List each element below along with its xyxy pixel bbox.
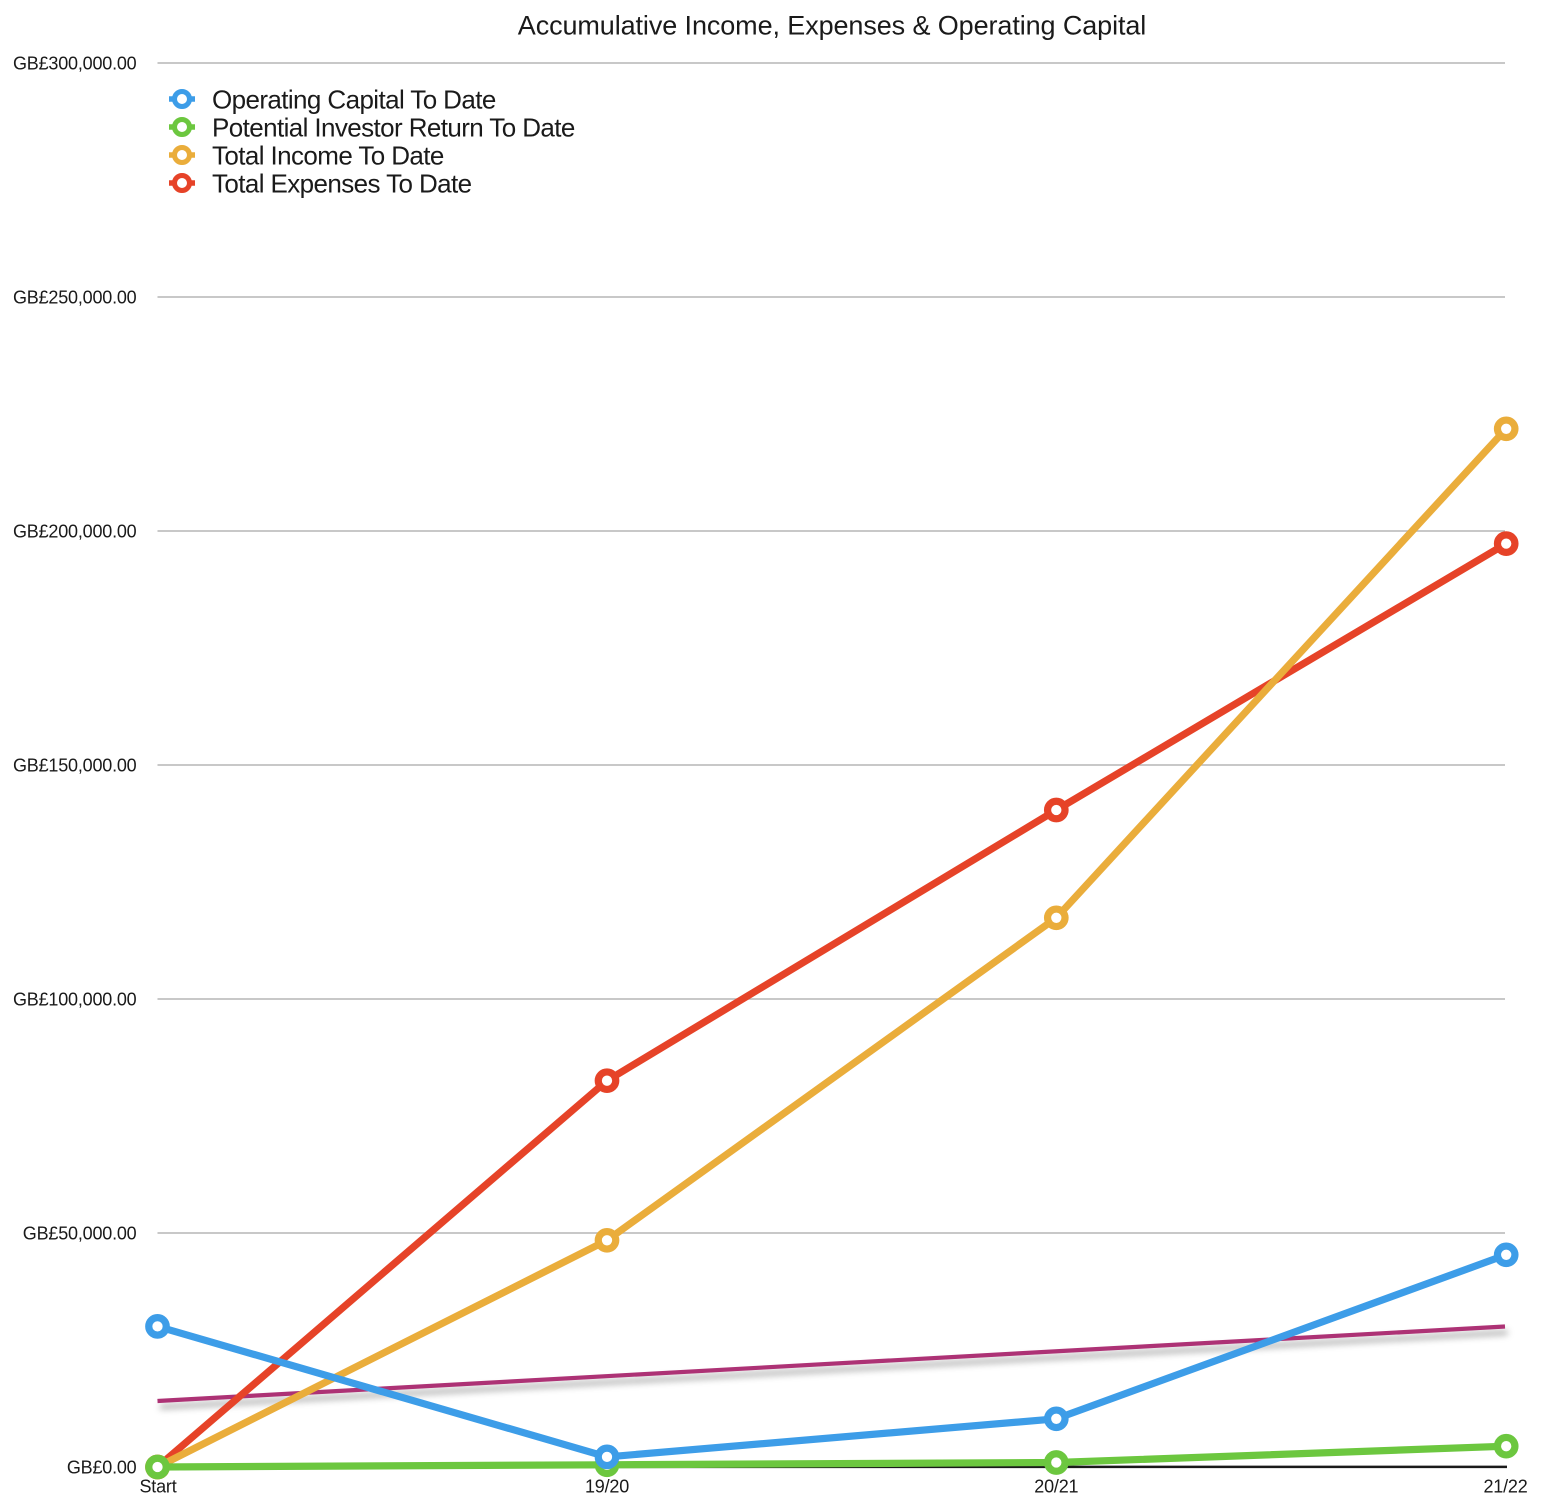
svg-text:Total Income To Date: Total Income To Date — [212, 140, 444, 170]
svg-text:GB£100,000.00: GB£100,000.00 — [13, 990, 137, 1010]
svg-text:GB£0.00: GB£0.00 — [67, 1458, 137, 1478]
svg-text:GB£200,000.00: GB£200,000.00 — [13, 522, 137, 542]
svg-text:Total Expenses To Date: Total Expenses To Date — [212, 168, 472, 198]
svg-text:GB£150,000.00: GB£150,000.00 — [13, 756, 137, 776]
svg-text:Operating Capital To Date: Operating Capital To Date — [212, 84, 496, 114]
svg-text:21/22: 21/22 — [1483, 1477, 1527, 1497]
svg-text:GB£300,000.00: GB£300,000.00 — [13, 54, 137, 74]
svg-text:GB£250,000.00: GB£250,000.00 — [13, 288, 137, 308]
svg-text:GB£50,000.00: GB£50,000.00 — [23, 1224, 137, 1244]
svg-text:Accumulative Income, Expenses: Accumulative Income, Expenses & Operatin… — [518, 11, 1146, 41]
svg-text:20/21: 20/21 — [1034, 1477, 1078, 1497]
svg-text:Start: Start — [139, 1477, 176, 1497]
svg-text:Potential Investor Return To D: Potential Investor Return To Date — [212, 112, 575, 142]
svg-text:19/20: 19/20 — [585, 1477, 629, 1497]
